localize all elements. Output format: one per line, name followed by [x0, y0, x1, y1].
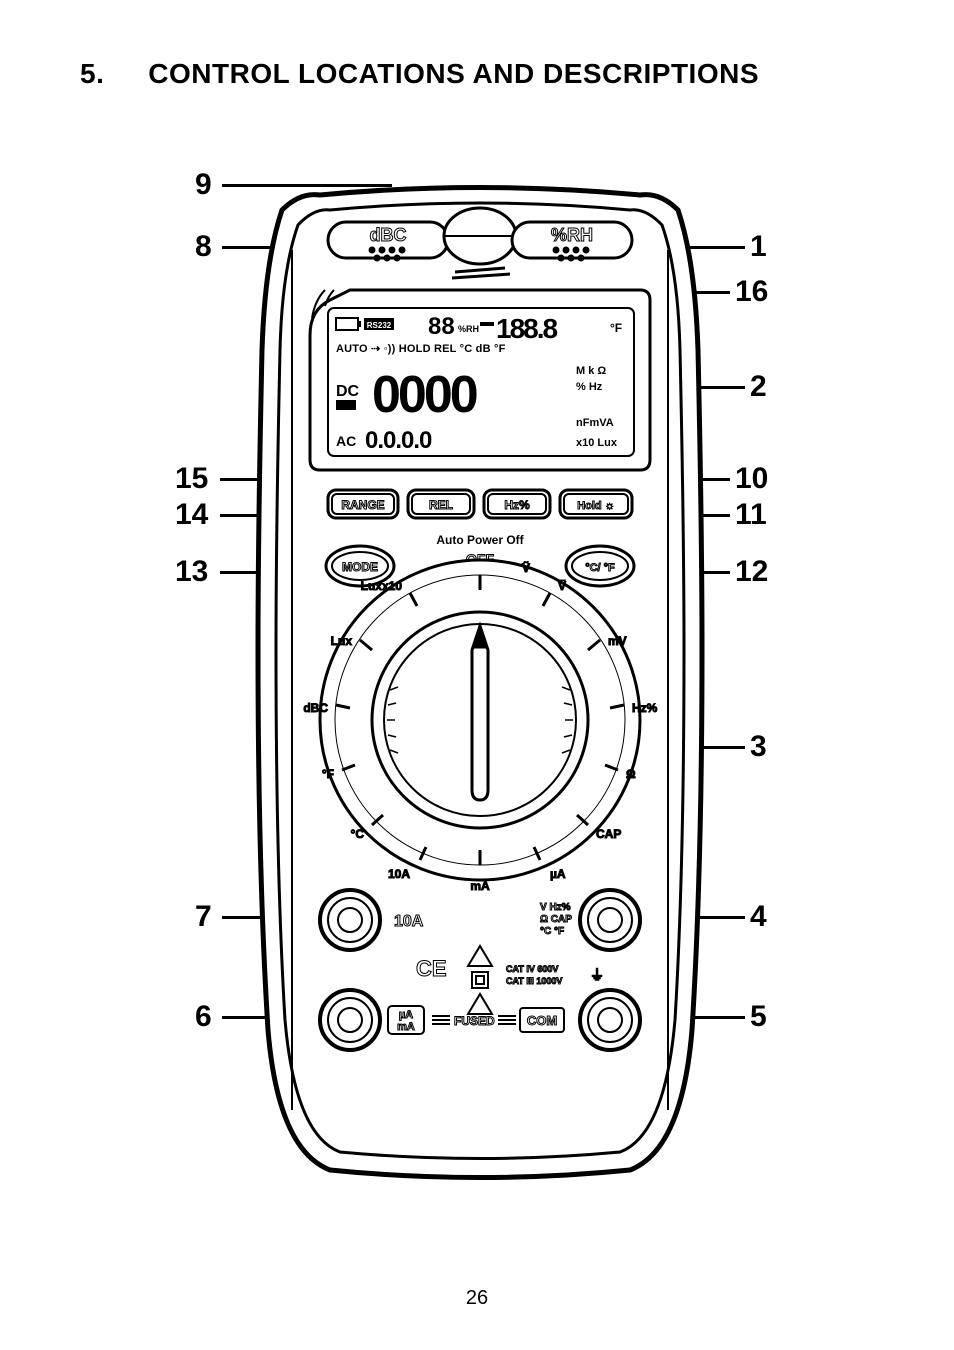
hold-button[interactable]: Hold ☼: [560, 490, 632, 518]
jack-uama-label-2: mA: [397, 1021, 415, 1033]
jack-vcap[interactable]: [580, 890, 640, 950]
right-sensor-label: %RH: [551, 225, 593, 245]
range-button-label: RANGE: [341, 498, 384, 512]
cat-label-2: CAT III 1000V: [506, 976, 562, 986]
dial-pos-ohm: Ω: [626, 767, 636, 781]
section-number: 5.: [80, 58, 140, 90]
multimeter-figure: dBC %RH: [150, 150, 810, 1200]
dial-pos-lux: Lux: [331, 634, 353, 648]
jack-vcap-label-3: °C °F: [540, 926, 564, 937]
cf-button-label: °C/ °F: [585, 562, 615, 574]
dial-pos-dbc: dBC: [303, 701, 328, 715]
page-number: 26: [0, 1287, 954, 1310]
dial-pos-mv: mV: [608, 634, 627, 648]
dial-pos-10a: 10A: [388, 867, 410, 881]
lcd-units-n: nFmVA: [576, 417, 614, 429]
left-sensor-label: dBC: [370, 225, 407, 245]
lcd-dc: DC: [336, 383, 360, 400]
dial-pos-vdc: V̅: [558, 579, 566, 593]
lcd-sub-digits: 88: [428, 313, 455, 340]
section-heading: 5. CONTROL LOCATIONS AND DESCRIPTIONS: [80, 58, 759, 90]
hold-button-label: Hold ☼: [577, 500, 615, 512]
svg-text:RS232: RS232: [367, 321, 392, 330]
lcd-bargraph: 0.0.0.0: [365, 427, 432, 454]
lcd-units-mid: % Hz: [576, 381, 603, 393]
section-title: CONTROL LOCATIONS AND DESCRIPTIONS: [148, 58, 759, 89]
lcd-annunciator-row: AUTO ⇢ ◦)) HOLD REL °C dB °F: [336, 343, 506, 355]
rel-button[interactable]: REL: [408, 490, 474, 518]
jack-uama[interactable]: [320, 990, 380, 1050]
lcd-main-suffix: °F: [610, 321, 622, 335]
dial-pos-f: °F: [322, 767, 334, 781]
auto-power-off-label: Auto Power Off: [436, 533, 524, 547]
jack-10a[interactable]: [320, 890, 380, 950]
lcd-ac: AC: [336, 433, 356, 449]
dial-pos-vac: Ṽ: [522, 560, 530, 575]
gnd-icon: ⏚: [590, 967, 604, 983]
manual-page: 5. CONTROL LOCATIONS AND DESCRIPTIONS 9 …: [0, 0, 954, 1350]
jack-com[interactable]: [580, 990, 640, 1050]
lcd-sub-unit: %RH: [458, 324, 479, 334]
cat-label-1: CAT IV 600V: [506, 964, 558, 974]
mode-button-label: MODE: [342, 560, 378, 574]
cf-button[interactable]: °C/ °F: [566, 546, 634, 586]
rel-button-label: REL: [429, 498, 453, 512]
jack-uama-label-1: µA: [399, 1009, 413, 1021]
dial-pos-cap: CAP: [596, 827, 621, 841]
range-button[interactable]: RANGE: [328, 490, 398, 518]
lcd-main-digits: 188.8: [496, 313, 557, 344]
jack-com-label: COM: [527, 1013, 557, 1028]
ce-mark: CE: [416, 956, 447, 981]
dial-pos-c: °C: [351, 827, 365, 841]
jack-vcap-label-1: V Hz%: [540, 902, 571, 913]
hz-button-label: Hz%: [504, 498, 530, 512]
svg-text:mA: mA: [470, 879, 490, 893]
jack-10a-label: 10A: [394, 913, 424, 930]
lcd-units-top: M k Ω: [576, 365, 606, 377]
hz-button[interactable]: Hz%: [484, 490, 550, 518]
dial-pos-lux10: Luxx10: [361, 579, 403, 593]
fused-label: FUSED: [454, 1014, 495, 1028]
lcd-units-lux: x10 Lux: [576, 437, 618, 449]
dial-pos-hz: Hz%: [632, 701, 658, 715]
lcd-big-digits: 0000: [372, 366, 477, 424]
dial-pos-ua: µA: [550, 867, 566, 881]
jack-vcap-label-2: Ω CAP: [540, 914, 572, 925]
